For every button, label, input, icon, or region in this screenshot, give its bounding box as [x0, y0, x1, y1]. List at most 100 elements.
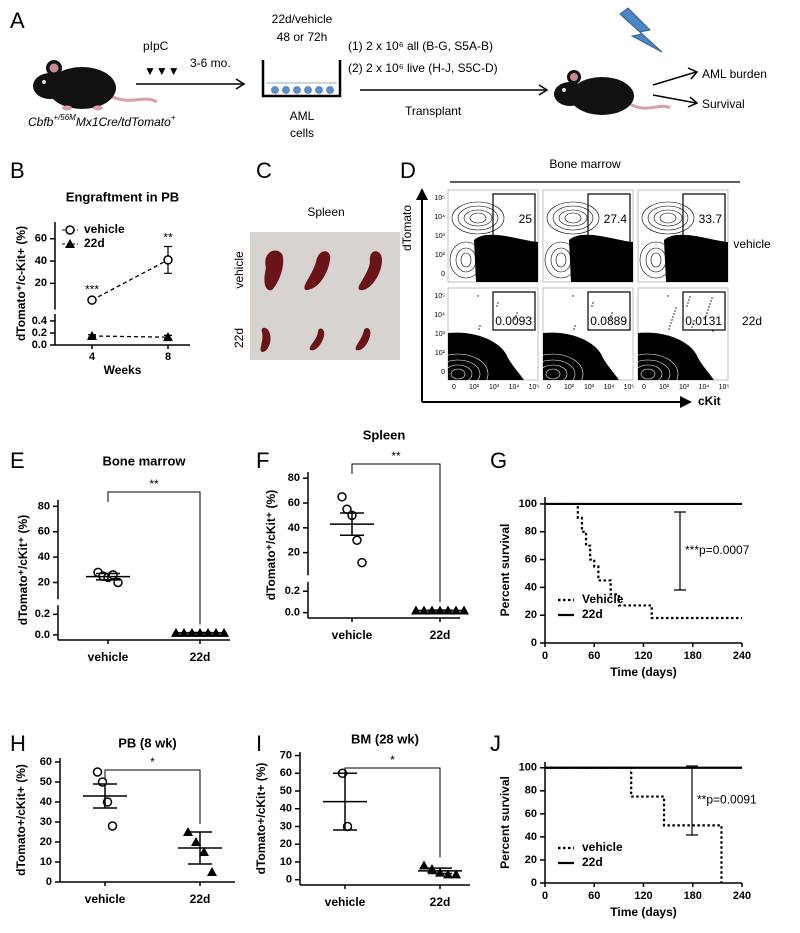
event-dot — [688, 299, 690, 301]
contour — [645, 247, 667, 273]
survival-curve — [545, 766, 723, 883]
row-label: vehicle — [232, 251, 246, 289]
y-tick-label: 50 — [280, 785, 292, 797]
data-point — [352, 535, 362, 546]
panel-letter: F — [256, 448, 269, 473]
annotation-bracket — [686, 765, 698, 836]
data-point — [191, 837, 201, 846]
mouse-foot — [93, 105, 103, 111]
y-tick-label: 60 — [35, 233, 47, 245]
data-point — [219, 627, 229, 637]
contour — [647, 205, 689, 231]
sem-bar — [428, 609, 452, 612]
contour — [546, 201, 600, 235]
y-tick-label: 0.0 — [285, 607, 300, 619]
flow-y-tick: 10⁵ — [434, 293, 445, 300]
genotype-part: Mx1Cre/tdTomato — [76, 115, 171, 129]
cells-label: AML — [290, 109, 315, 123]
row-label: 22d — [232, 328, 246, 348]
x-axis-label: Time (days) — [610, 905, 676, 919]
transplant-option: (2) 2 x 10⁶ live (H-J, S5C-D) — [348, 61, 498, 75]
mouse-tail — [109, 94, 158, 104]
contour — [552, 205, 594, 231]
contour — [451, 201, 505, 235]
x-tick-label: 60 — [588, 890, 600, 902]
series-line — [91, 259, 169, 301]
y-tick-label: 20 — [35, 277, 47, 289]
panel-letter: A — [10, 8, 25, 33]
y-tick-label: 0.0 — [32, 339, 47, 351]
contour — [617, 353, 679, 395]
annotation: **p=0.0091 — [697, 793, 757, 807]
data-point — [108, 570, 118, 580]
y-tick-label: 60 — [38, 526, 50, 538]
y-tick-label: 10 — [40, 856, 52, 868]
legend-label: 22d — [582, 607, 603, 621]
flow-x-tick: 10³ — [679, 384, 690, 391]
event-dot — [609, 318, 611, 320]
y-tick-label: 0.2 — [35, 608, 50, 620]
culture-dish — [261, 60, 342, 98]
y-tick-label: 100 — [519, 498, 537, 510]
panel-letter: D — [400, 158, 416, 183]
x-tick-label: 0 — [542, 650, 548, 662]
chart-title: PB (8 wk) — [118, 735, 177, 750]
x-tick-label: vehicle — [88, 650, 129, 664]
data-point — [451, 869, 461, 879]
panel-letter: G — [490, 448, 507, 473]
event-dot — [711, 297, 713, 299]
flow-x-tick: 0 — [547, 384, 551, 391]
panel-letter: I — [256, 731, 262, 756]
x-tick-label: 4 — [89, 351, 96, 363]
mouse — [33, 60, 158, 111]
contour — [530, 359, 576, 389]
event-dot — [497, 302, 499, 304]
y-tick-label: 0.2 — [32, 327, 47, 339]
injection-marks: ▼▼▼ — [144, 64, 180, 78]
flow-y-tick: 10² — [435, 252, 446, 259]
event-dot — [574, 325, 576, 327]
contour — [650, 252, 662, 268]
transplant-label: Transplant — [405, 104, 462, 118]
event-dot — [515, 315, 517, 317]
event-dot — [690, 329, 692, 331]
y-axis-label: Percent survival — [498, 776, 512, 869]
panel-letter: H — [10, 731, 26, 756]
event-dot — [669, 325, 671, 327]
flow-title: Bone marrow — [549, 157, 621, 171]
mouse-head — [554, 82, 586, 106]
flow-x-tick: 10² — [469, 384, 480, 391]
contour — [457, 205, 499, 231]
flow-y-tick: 10⁴ — [434, 312, 445, 319]
significance: * — [390, 753, 395, 767]
sem-bar — [96, 572, 120, 581]
genotype-sup: +/56M — [53, 113, 76, 122]
y-tick-label: 40 — [280, 803, 292, 815]
event-dot — [692, 323, 694, 325]
row-label: vehicle — [733, 237, 771, 251]
sem-bar — [428, 867, 452, 875]
y-tick-label: 40 — [525, 831, 537, 843]
gate — [492, 193, 536, 245]
contour — [633, 364, 663, 384]
event-dot — [572, 295, 574, 297]
event-dot — [686, 305, 688, 307]
flow-y-tick: 10² — [435, 350, 446, 357]
y-tick-label: 40 — [525, 581, 537, 593]
contour — [544, 241, 578, 279]
gate — [492, 291, 536, 331]
arrow-head — [680, 396, 692, 408]
flow-y-tick: 10⁴ — [434, 214, 445, 221]
outcome-label: Survival — [702, 97, 745, 111]
genotype-sup: + — [171, 113, 176, 122]
y-tick-label: 30 — [40, 816, 52, 828]
event-dot — [710, 300, 712, 302]
data-point — [199, 847, 209, 856]
contour — [558, 209, 588, 227]
event-dot — [514, 318, 516, 320]
y-tick-label: 80 — [38, 500, 50, 512]
x-axis-label: Weeks — [104, 363, 142, 377]
contour — [653, 209, 683, 227]
flow-x-tick: 10² — [659, 384, 670, 391]
gate — [587, 291, 631, 331]
